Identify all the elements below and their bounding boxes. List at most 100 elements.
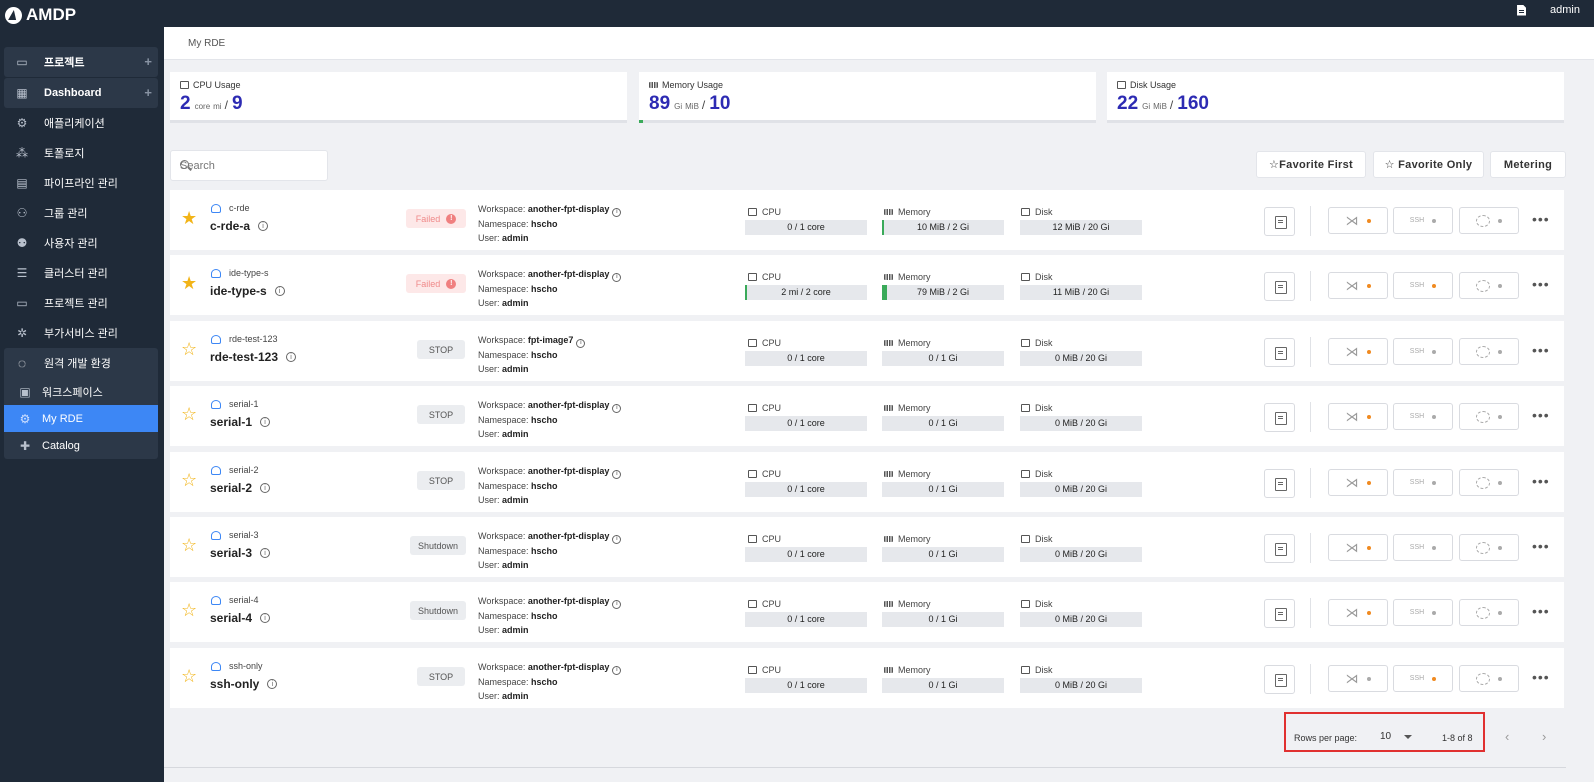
more-menu-icon[interactable]: ••• bbox=[1532, 211, 1550, 227]
more-menu-icon[interactable]: ••• bbox=[1532, 669, 1550, 685]
vscode-button[interactable]: ⋊ bbox=[1328, 665, 1388, 692]
chevron-down-icon[interactable] bbox=[1404, 735, 1412, 739]
ssh-button[interactable]: SSH bbox=[1393, 272, 1453, 299]
sidebar-item-catalog[interactable]: ✚ Catalog bbox=[4, 432, 158, 459]
log-button[interactable] bbox=[1264, 207, 1295, 236]
more-menu-icon[interactable]: ••• bbox=[1532, 473, 1550, 489]
jupyter-button[interactable] bbox=[1459, 272, 1519, 299]
info-icon[interactable]: i bbox=[286, 352, 297, 362]
favorite-star-icon[interactable]: ☆ bbox=[181, 470, 198, 490]
favorite-star-icon[interactable]: ☆ bbox=[181, 600, 198, 620]
more-menu-icon[interactable]: ••• bbox=[1532, 603, 1550, 619]
document-icon[interactable] bbox=[1517, 4, 1527, 16]
info-icon[interactable]: i bbox=[260, 483, 271, 493]
sidebar-item-remote-dev[interactable]: ◌ 원격 개발 환경 bbox=[4, 348, 158, 378]
vscode-button[interactable]: ⋊ bbox=[1328, 599, 1388, 626]
rde-name[interactable]: serial-2 i bbox=[210, 481, 271, 495]
expand-plus-icon[interactable]: + bbox=[144, 85, 152, 100]
jupyter-button[interactable] bbox=[1459, 207, 1519, 234]
next-page-button[interactable]: › bbox=[1542, 729, 1547, 744]
favorite-star-icon[interactable]: ☆ bbox=[181, 339, 198, 359]
rows-per-page-select[interactable]: 10 bbox=[1380, 731, 1392, 742]
favorite-only-button[interactable]: ☆ Favorite Only bbox=[1373, 151, 1484, 178]
favorite-star-icon[interactable]: ☆ bbox=[181, 404, 198, 424]
log-button[interactable] bbox=[1264, 272, 1295, 301]
rde-name[interactable]: c-rde-a i bbox=[210, 219, 269, 233]
favorite-first-button[interactable]: ☆Favorite First bbox=[1256, 151, 1366, 178]
ssh-button[interactable]: SSH bbox=[1393, 534, 1453, 561]
log-button[interactable] bbox=[1264, 599, 1295, 628]
log-button[interactable] bbox=[1264, 403, 1295, 432]
ssh-button[interactable]: SSH bbox=[1393, 599, 1453, 626]
vscode-button[interactable]: ⋊ bbox=[1328, 534, 1388, 561]
more-menu-icon[interactable]: ••• bbox=[1532, 342, 1550, 358]
info-icon[interactable]: i bbox=[612, 665, 622, 675]
vscode-button[interactable]: ⋊ bbox=[1328, 272, 1388, 299]
more-menu-icon[interactable]: ••• bbox=[1532, 538, 1550, 554]
rde-name[interactable]: serial-3 i bbox=[210, 546, 271, 560]
favorite-star-icon[interactable]: ☆ bbox=[181, 535, 198, 555]
log-button[interactable] bbox=[1264, 338, 1295, 367]
workspace-label: Workspace: bbox=[478, 269, 526, 279]
sidebar-item-my-rde[interactable]: ⚙ My RDE bbox=[4, 405, 158, 432]
more-menu-icon[interactable]: ••• bbox=[1532, 407, 1550, 423]
info-icon[interactable]: i bbox=[258, 221, 269, 231]
rde-name[interactable]: serial-4 i bbox=[210, 611, 271, 625]
sidebar-item-dashboard[interactable]: ▦ Dashboard + bbox=[4, 78, 158, 108]
log-button[interactable] bbox=[1264, 665, 1295, 694]
search-input[interactable]: Search bbox=[170, 150, 328, 181]
log-button[interactable] bbox=[1264, 469, 1295, 498]
rde-name[interactable]: ssh-only i bbox=[210, 677, 278, 691]
sidebar-item-application[interactable]: ⚙ 애플리케이션 bbox=[4, 108, 158, 138]
info-icon[interactable]: i bbox=[612, 534, 622, 544]
info-icon[interactable]: i bbox=[576, 338, 586, 348]
jupyter-button[interactable] bbox=[1459, 534, 1519, 561]
jupyter-button[interactable] bbox=[1459, 599, 1519, 626]
info-icon[interactable]: i bbox=[612, 207, 622, 217]
favorite-star-icon[interactable]: ★ bbox=[181, 208, 198, 228]
ssh-button[interactable]: SSH bbox=[1393, 207, 1453, 234]
info-icon[interactable]: i bbox=[260, 417, 271, 427]
prev-page-button[interactable]: ‹ bbox=[1505, 729, 1510, 744]
jupyter-button[interactable] bbox=[1459, 403, 1519, 430]
favorite-star-icon[interactable]: ☆ bbox=[181, 666, 198, 686]
info-icon[interactable]: i bbox=[612, 272, 622, 282]
vscode-button[interactable]: ⋊ bbox=[1328, 403, 1388, 430]
vscode-button[interactable]: ⋊ bbox=[1328, 469, 1388, 496]
info-icon[interactable]: i bbox=[267, 679, 278, 689]
sidebar-item-project[interactable]: ▭ 프로젝트 + bbox=[4, 47, 158, 77]
rde-name[interactable]: rde-test-123 i bbox=[210, 350, 297, 364]
info-icon[interactable]: i bbox=[274, 286, 285, 296]
metering-button[interactable]: Metering bbox=[1490, 151, 1566, 178]
log-button[interactable] bbox=[1264, 534, 1295, 563]
sidebar-item-cluster[interactable]: ☰ 클러스터 관리 bbox=[4, 258, 158, 288]
sidebar-item-group[interactable]: ⚇ 그룹 관리 bbox=[4, 198, 158, 228]
jupyter-button[interactable] bbox=[1459, 469, 1519, 496]
ssh-button[interactable]: SSH bbox=[1393, 665, 1453, 692]
info-icon[interactable]: i bbox=[612, 599, 622, 609]
info-icon[interactable]: i bbox=[612, 403, 622, 413]
sidebar-item-project-manage[interactable]: ▭ 프로젝트 관리 bbox=[4, 288, 158, 318]
jupyter-button[interactable] bbox=[1459, 338, 1519, 365]
expand-plus-icon[interactable]: + bbox=[144, 54, 152, 69]
app-logo[interactable]: AMDP bbox=[5, 5, 76, 25]
sidebar-item-addon[interactable]: ✲ 부가서비스 관리 bbox=[4, 318, 158, 348]
ssh-button[interactable]: SSH bbox=[1393, 469, 1453, 496]
ssh-button[interactable]: SSH bbox=[1393, 403, 1453, 430]
vscode-button[interactable]: ⋊ bbox=[1328, 207, 1388, 234]
sidebar-item-workspace[interactable]: ▣ 워크스페이스 bbox=[4, 378, 158, 405]
sidebar-item-pipeline[interactable]: ▤ 파이프라인 관리 bbox=[4, 168, 158, 198]
info-icon[interactable]: i bbox=[260, 613, 271, 623]
favorite-star-icon[interactable]: ★ bbox=[181, 273, 198, 293]
sidebar-item-topology[interactable]: ⁂ 토폴로지 bbox=[4, 138, 158, 168]
info-icon[interactable]: i bbox=[612, 469, 622, 479]
more-menu-icon[interactable]: ••• bbox=[1532, 276, 1550, 292]
rde-name[interactable]: ide-type-s i bbox=[210, 284, 285, 298]
sidebar-item-user[interactable]: ⚉ 사용자 관리 bbox=[4, 228, 158, 258]
ssh-button[interactable]: SSH bbox=[1393, 338, 1453, 365]
rde-name[interactable]: serial-1 i bbox=[210, 415, 271, 429]
user-menu[interactable]: admin bbox=[1550, 4, 1580, 16]
info-icon[interactable]: i bbox=[260, 548, 271, 558]
vscode-button[interactable]: ⋊ bbox=[1328, 338, 1388, 365]
jupyter-button[interactable] bbox=[1459, 665, 1519, 692]
